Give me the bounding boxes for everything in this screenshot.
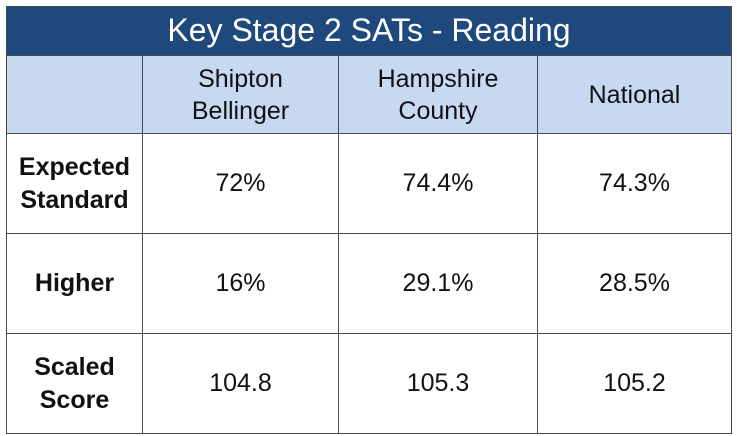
column-header-national: National (537, 55, 732, 134)
row-label-line: Expected (18, 152, 131, 181)
cell-expected-national: 74.3% (537, 133, 732, 234)
column-header-hampshire-county: Hampshire County (338, 55, 538, 134)
column-header-line: Hampshire (377, 64, 499, 93)
row-label-expected-standard: Expected Standard (6, 133, 143, 234)
table-row-higher: Higher 16% 29.1% 28.5% (6, 233, 732, 334)
row-label-line: Higher (34, 269, 115, 297)
cell-scaled-national: 105.2 (537, 333, 732, 434)
row-label-line: Standard (20, 185, 129, 214)
sats-table: Key Stage 2 SATs - Reading Shipton Belli… (6, 6, 732, 434)
row-label-scaled-score: Scaled Score (6, 333, 143, 434)
cell-scaled-shipton: 104.8 (142, 333, 339, 434)
cell-higher-hampshire: 29.1% (338, 233, 538, 334)
cell-higher-national: 28.5% (537, 233, 732, 334)
header-corner-cell (6, 55, 143, 134)
cell-higher-shipton: 16% (142, 233, 339, 334)
table-title: Key Stage 2 SATs - Reading (6, 6, 732, 56)
row-label-higher: Higher (6, 233, 143, 334)
table-row-expected-standard: Expected Standard 72% 74.4% 74.3% (6, 133, 732, 234)
column-header-line: Bellinger (191, 96, 290, 125)
row-label-line: Scaled (34, 352, 115, 381)
column-header-line: Shipton (198, 64, 283, 93)
column-header-line: County (398, 96, 478, 125)
column-header-shipton-bellinger: Shipton Bellinger (142, 55, 339, 134)
column-header-line: National (588, 80, 681, 109)
table-row-scaled-score: Scaled Score 104.8 105.3 105.2 (6, 333, 732, 434)
cell-expected-shipton: 72% (142, 133, 339, 234)
cell-scaled-hampshire: 105.3 (338, 333, 538, 434)
header-row: Shipton Bellinger Hampshire County Natio… (6, 55, 732, 134)
cell-expected-hampshire: 74.4% (338, 133, 538, 234)
title-row: Key Stage 2 SATs - Reading (6, 6, 732, 56)
row-label-line: Score (39, 385, 110, 414)
